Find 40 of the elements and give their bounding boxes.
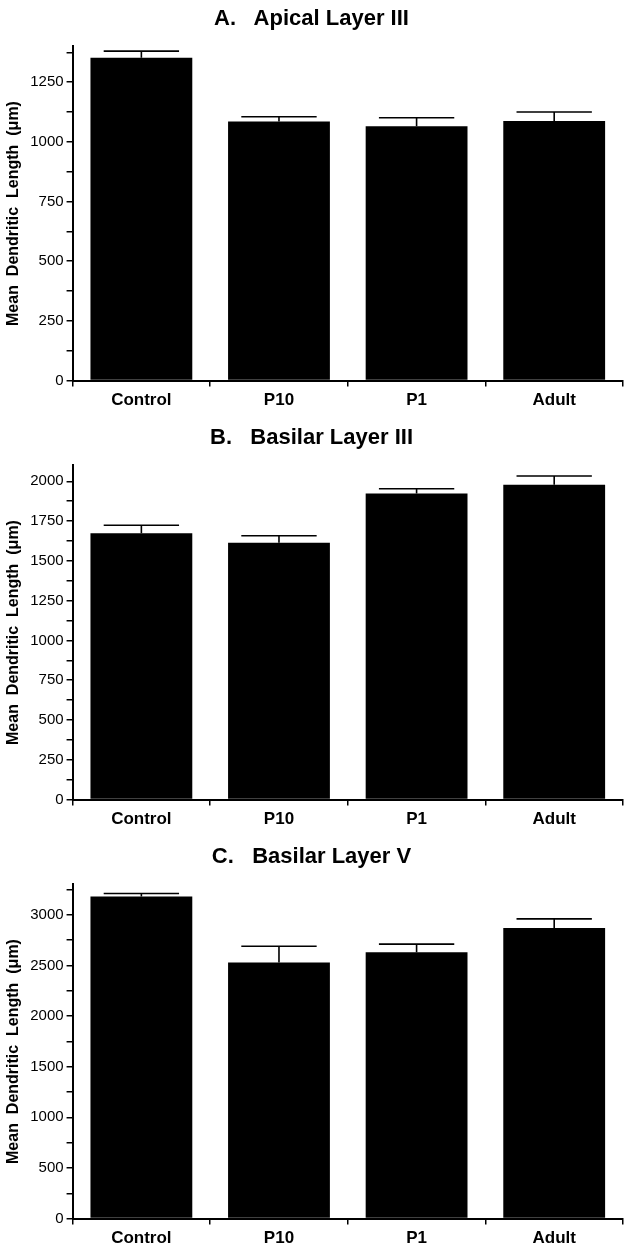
y-tick-label: 1250 <box>30 590 64 608</box>
y-tick-label: 1500 <box>30 551 64 569</box>
y-tick-label: 0 <box>55 789 64 807</box>
y-tick-label: 1000 <box>30 132 64 150</box>
y-tick-label: 1750 <box>30 511 64 529</box>
x-tick-label: Control <box>111 809 172 829</box>
chart-title: B. Basilar Layer III <box>210 424 413 450</box>
y-axis-title: Mean Dendritic Length (μm) <box>4 101 22 326</box>
chart-title: C. Basilar Layer V <box>211 843 412 869</box>
y-axis-title: Mean Dendritic Length (μm) <box>4 520 22 745</box>
y-tick-label: 2000 <box>30 471 64 489</box>
y-tick-label: 250 <box>38 311 64 329</box>
y-tick-label: 2000 <box>30 1006 64 1024</box>
y-tick-label: 250 <box>38 749 64 767</box>
y-tick-label: 0 <box>55 1208 64 1226</box>
y-tick-label: 750 <box>38 670 64 688</box>
y-tick-label: 500 <box>38 251 64 269</box>
y-axis-title: Mean Dendritic Length (μm) <box>4 939 22 1164</box>
x-tick-label: P1 <box>406 1228 427 1248</box>
x-tick-label: Control <box>111 390 172 410</box>
y-tick-label: 1000 <box>30 1107 64 1125</box>
x-tick-label: P1 <box>406 809 427 829</box>
y-tick-label: 1250 <box>30 72 64 90</box>
x-tick-label: P10 <box>263 1228 295 1248</box>
y-tick-label: 3000 <box>30 904 64 922</box>
chart-title: A. Apical Layer III <box>214 5 409 31</box>
y-tick-label: 0 <box>55 370 64 388</box>
x-tick-label: Adult <box>532 809 577 829</box>
x-tick-label: P10 <box>263 809 295 829</box>
x-tick-label: Adult <box>532 390 577 410</box>
y-tick-label: 500 <box>38 1158 64 1176</box>
x-tick-label: Adult <box>532 1228 577 1248</box>
y-tick-label: 750 <box>38 191 64 209</box>
y-tick-label: 1500 <box>30 1056 64 1074</box>
y-tick-label: 2500 <box>30 955 64 973</box>
y-tick-label: 1000 <box>30 630 64 648</box>
x-tick-label: Control <box>111 1228 172 1248</box>
x-tick-label: P1 <box>406 390 427 410</box>
x-tick-label: P10 <box>263 390 295 410</box>
y-tick-label: 500 <box>38 710 64 728</box>
